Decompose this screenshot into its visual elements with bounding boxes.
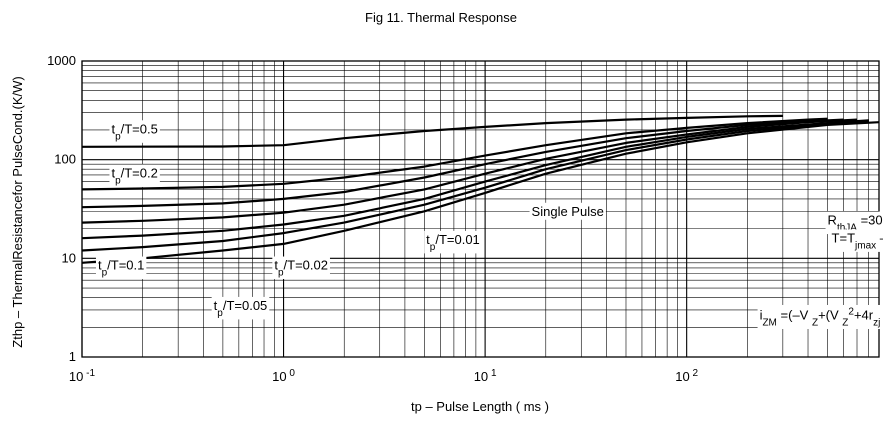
x-tick-label: 10 0 [272, 368, 295, 385]
series-line [81, 118, 844, 209]
series-line [81, 114, 783, 148]
curve-label-background [211, 296, 270, 320]
x-tick-label: 10 2 [675, 368, 698, 385]
curve-label: tp/T=0.5 [111, 121, 157, 142]
series-line [81, 119, 869, 240]
curve-label-background [95, 256, 147, 280]
series-line [81, 120, 869, 252]
y-tick-label: 10 [62, 250, 76, 265]
curve-label: tp/T=0.2 [111, 165, 157, 186]
curve-label-background [109, 120, 160, 143]
current-formula: iZM =(–V Z+(V Z2+4rzj x T/Z thp)1/2)/(2r… [760, 306, 883, 328]
annotation-background [825, 211, 883, 235]
y-tick-label: 100 [54, 152, 76, 167]
annotations: RthJA =300K/WT=Tjmax –Tamb iZM =(–V Z+(V … [757, 211, 883, 329]
series-line [81, 121, 880, 264]
x-tick-label: 10 -1 [69, 368, 96, 385]
curve-label-background [424, 230, 482, 254]
curve-label: tp/T=0.01 [426, 232, 480, 253]
annotation-background [757, 304, 883, 329]
curve-label: tp/T=0.02 [274, 258, 328, 279]
series-line [81, 118, 858, 224]
curve-label-background [109, 164, 160, 187]
x-tick-label: 10 1 [474, 368, 497, 385]
x-axis-label: tp – Pulse Length ( ms ) [411, 399, 549, 414]
axis-ticks: 10 -1 10 0 10 1 10 2 1 10 100 1000 [47, 53, 698, 384]
y-tick-label: 1000 [47, 53, 76, 68]
curve-label-background [272, 256, 330, 280]
series-line [81, 117, 828, 191]
curve-label: Single Pulse [532, 204, 604, 219]
series [81, 114, 880, 264]
annotation-background [829, 229, 883, 252]
plot-area-frame [81, 60, 880, 358]
chart-title: Fig 11. Thermal Response [365, 10, 517, 25]
curve-label: tp/T=0.05 [214, 298, 268, 319]
y-axis-label: Zthp – ThermalResistancefor PulseCond.(K… [10, 76, 25, 347]
curve-labels: tp/T=0.5 tp/T=0.2 tp/T=0.1 tp/T=0.05 tp/T=0.… [95, 120, 606, 320]
y-tick-label: 1 [69, 349, 76, 364]
rthja-annotation: RthJA =300K/W [828, 213, 883, 234]
curve-label-background [529, 202, 606, 220]
curve-label: tp/T=0.1 [98, 258, 144, 279]
temperature-annotation: T=Tjmax –Tamb [832, 230, 883, 251]
